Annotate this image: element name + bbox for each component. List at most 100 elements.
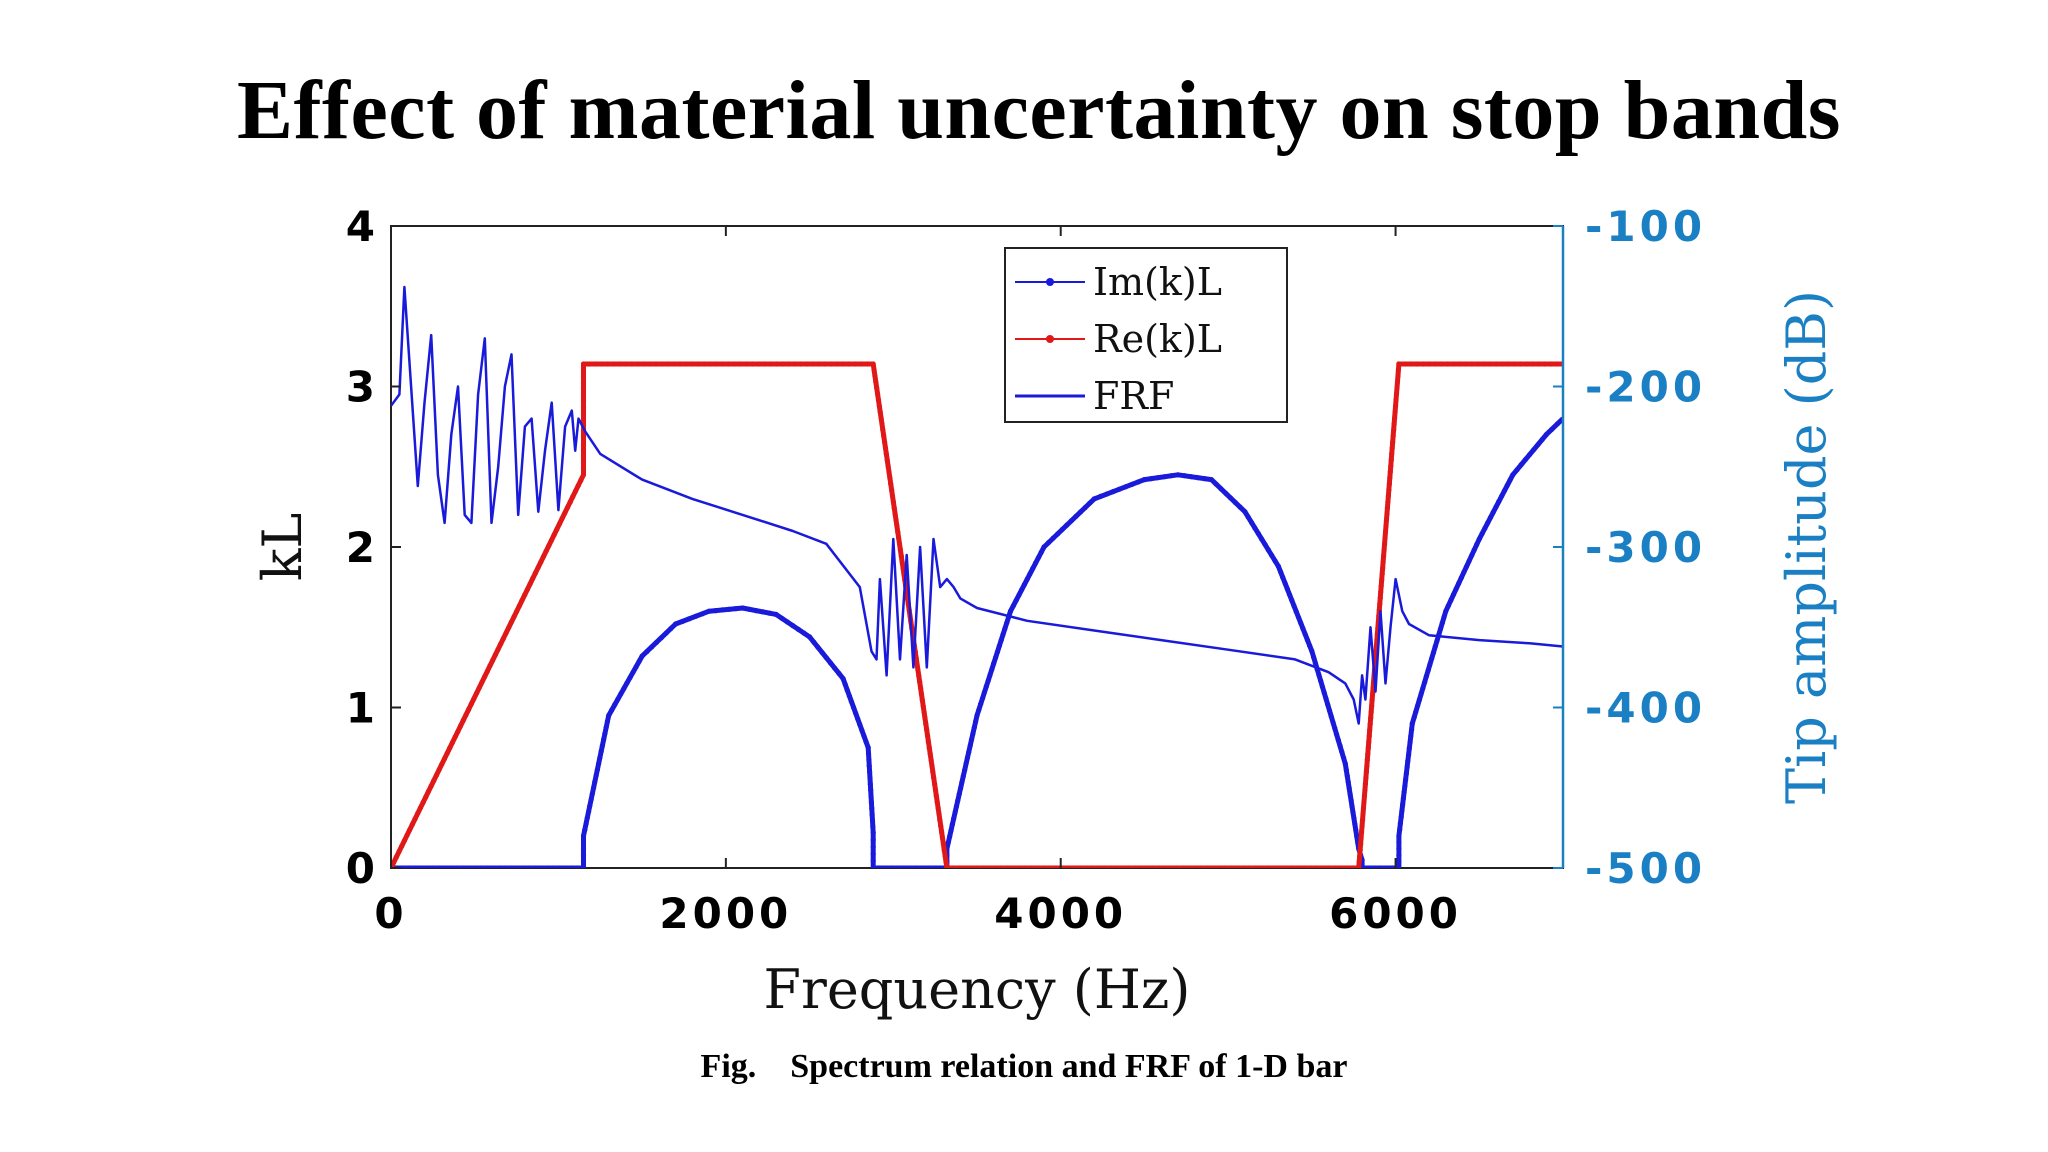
series-im-kl-point — [1068, 518, 1074, 524]
series-im-kl-point — [630, 669, 636, 675]
series-re-kl-point — [768, 361, 774, 367]
series-im-kl-point — [1346, 785, 1352, 791]
series-im-kl-point — [406, 865, 412, 868]
legend-label: Im(k)L — [1093, 260, 1222, 304]
series-im-kl-point — [1289, 597, 1295, 603]
series-im-kl-point — [484, 865, 490, 868]
series-re-kl-point — [1499, 361, 1505, 367]
series-re-kl-point — [567, 499, 573, 505]
series-re-kl-point — [1071, 865, 1077, 868]
series-re-kl-point — [885, 463, 891, 469]
series-im-kl-point — [598, 749, 604, 755]
series-re-kl-point — [580, 416, 587, 422]
series-im-kl-point — [1397, 827, 1403, 833]
series-im-kl-point — [836, 670, 842, 677]
series-im-kl-point — [1348, 797, 1354, 803]
series-re-kl-point — [828, 361, 834, 367]
series-re-kl-point — [519, 597, 525, 604]
series-re-kl-point — [840, 361, 846, 367]
series-re-kl-point — [407, 827, 413, 833]
series-re-kl-point — [915, 667, 921, 673]
series-re-kl-point — [1426, 361, 1432, 367]
series-re-kl-point — [1360, 805, 1367, 811]
series-im-kl-point — [1396, 839, 1402, 845]
series-im-kl-point — [1335, 737, 1341, 743]
series-re-kl-point — [936, 811, 942, 817]
series-im-kl-point — [663, 630, 669, 636]
series-im-kl-point — [1030, 565, 1036, 572]
series-im-kl-point — [596, 761, 602, 767]
series-im-kl-point — [1407, 739, 1413, 745]
series-re-kl-point — [506, 625, 512, 631]
series-im-kl-point — [460, 865, 466, 868]
series-re-kl-point — [852, 361, 858, 367]
series-re-kl-point — [1395, 373, 1401, 379]
series-re-kl-point — [1383, 523, 1389, 529]
series-im-kl-point — [1337, 743, 1343, 749]
series-re-kl-point — [876, 403, 882, 409]
series-im-kl-point — [472, 865, 478, 868]
series-im-kl-point — [618, 691, 624, 697]
series-re-kl-point — [1379, 571, 1385, 577]
series-re-kl-point — [956, 865, 962, 868]
series-re-kl-point — [950, 865, 956, 868]
series-re-kl-point — [1382, 535, 1388, 541]
series-re-kl-point — [629, 361, 635, 367]
series-re-kl-point — [892, 511, 898, 517]
series-im-kl-point — [823, 655, 829, 661]
series-re-kl-point — [1365, 751, 1371, 757]
series-re-kl-point — [1010, 865, 1017, 868]
series-re-kl-point — [1536, 361, 1542, 367]
series-im-kl-point — [1437, 626, 1444, 632]
series-re-kl-point — [1325, 865, 1332, 868]
series-im-kl-point — [889, 865, 895, 868]
series-im-kl-point — [442, 865, 448, 868]
series-im-kl-point — [987, 672, 993, 678]
series-im-kl-point — [520, 865, 526, 868]
series-im-kl-point — [508, 865, 514, 868]
series-re-kl-point — [580, 386, 587, 392]
series-im-kl-point — [587, 803, 593, 809]
series-re-kl-point — [1301, 865, 1307, 868]
series-im-kl-point — [971, 725, 977, 731]
series-im-kl-point — [1416, 697, 1422, 703]
series-im-kl-point — [448, 865, 454, 868]
series-im-kl-point — [1050, 535, 1056, 541]
series-im-kl-point — [1002, 626, 1008, 632]
series-im-kl-point — [960, 773, 966, 779]
series-re-kl-point — [1198, 865, 1204, 868]
series-im-kl-point — [612, 702, 618, 708]
series-re-kl-point — [1361, 793, 1368, 799]
legend: Im(k)L Re(k)L FRF — [1004, 247, 1288, 423]
series-re-kl-point — [891, 505, 897, 511]
series-im-kl-point — [1429, 655, 1435, 662]
series-im-kl-point — [544, 865, 550, 868]
series-im-kl-point — [895, 865, 901, 868]
series-re-kl-point — [1144, 865, 1150, 868]
series-re-kl-point — [1350, 865, 1356, 868]
series-im-kl-point — [1461, 569, 1467, 575]
series-re-kl-point — [925, 739, 932, 745]
series-im-kl-point — [653, 639, 660, 646]
series-re-kl-point — [580, 398, 587, 404]
series-re-kl-point — [1156, 865, 1162, 868]
series-re-kl-point — [919, 697, 925, 703]
series-im-kl-point — [580, 839, 587, 845]
series-im-kl-point — [621, 685, 627, 692]
series-im-kl-point — [1208, 477, 1214, 483]
series-re-kl-point — [1363, 769, 1369, 775]
series-im-kl-point — [1399, 808, 1405, 814]
series-re-kl-point — [880, 427, 886, 433]
series-re-kl-point — [898, 553, 904, 559]
series-re-kl-point — [1382, 529, 1389, 535]
series-re-kl-point — [1041, 865, 1047, 868]
series-re-kl-point — [1367, 727, 1373, 733]
series-im-kl-point — [848, 699, 855, 705]
series-im-kl-point — [1064, 522, 1070, 528]
series-re-kl-point — [580, 404, 587, 410]
series-re-kl-point — [1101, 865, 1107, 868]
series-im-kl-point — [1352, 821, 1358, 828]
series-re-kl-point — [554, 526, 560, 533]
series-im-kl-point — [1087, 500, 1093, 506]
series-re-kl-point — [883, 451, 889, 457]
